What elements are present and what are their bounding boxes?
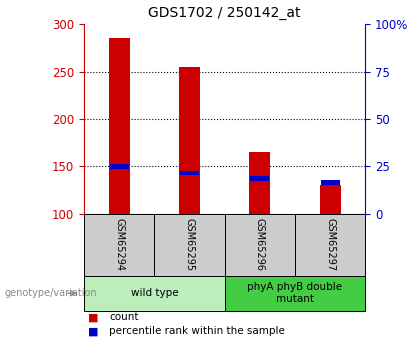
Text: count: count xyxy=(109,313,139,322)
Bar xyxy=(155,214,225,276)
Bar xyxy=(225,276,365,310)
Bar xyxy=(225,214,295,276)
Bar xyxy=(249,152,270,214)
Text: wild type: wild type xyxy=(131,288,178,298)
Text: percentile rank within the sample: percentile rank within the sample xyxy=(109,326,285,336)
Bar xyxy=(84,276,225,310)
Text: GSM65297: GSM65297 xyxy=(325,218,335,272)
Bar xyxy=(250,176,269,181)
Text: genotype/variation: genotype/variation xyxy=(4,288,97,298)
Text: GSM65296: GSM65296 xyxy=(255,218,265,272)
Bar xyxy=(110,164,129,169)
Bar xyxy=(321,180,340,185)
Text: phyA phyB double
mutant: phyA phyB double mutant xyxy=(247,283,343,304)
Bar xyxy=(295,214,365,276)
Bar xyxy=(109,38,130,214)
Text: ■: ■ xyxy=(88,313,99,322)
Text: ■: ■ xyxy=(88,326,99,336)
Bar xyxy=(84,214,155,276)
Title: GDS1702 / 250142_at: GDS1702 / 250142_at xyxy=(148,6,301,20)
Bar xyxy=(180,171,199,176)
Bar xyxy=(179,67,200,214)
Bar xyxy=(320,186,341,214)
Text: GSM65295: GSM65295 xyxy=(184,218,194,272)
Text: GSM65294: GSM65294 xyxy=(114,218,124,272)
